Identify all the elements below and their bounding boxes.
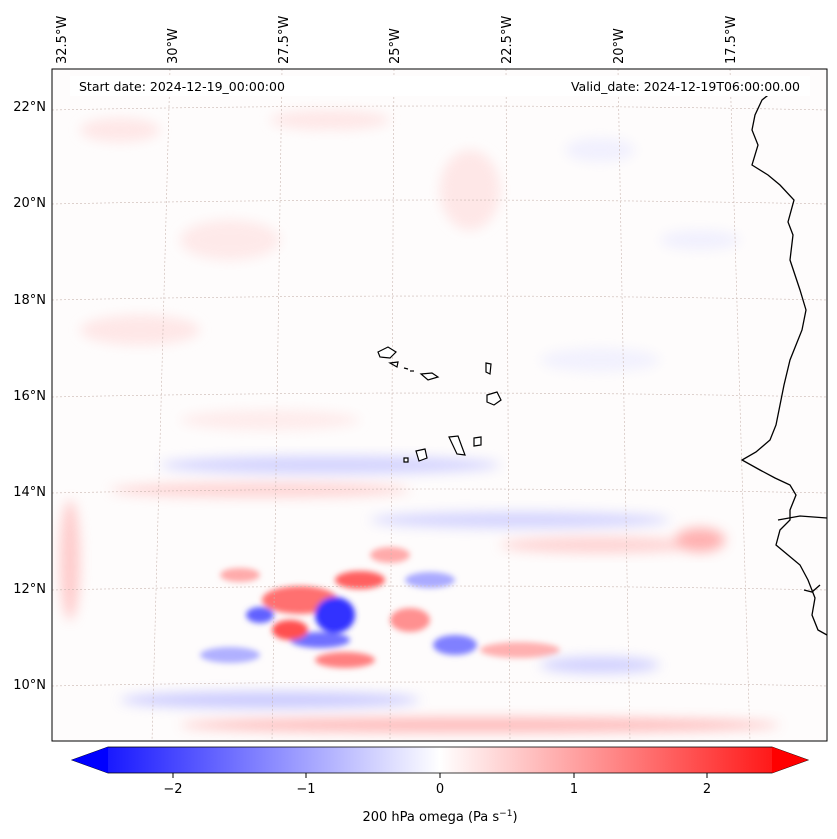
colorbar-label: 200 hPa omega (Pa s−1): [362, 809, 517, 825]
lon-label: 30°W: [166, 28, 181, 64]
colorbar-extend-min: [72, 747, 108, 773]
colorbar-extend-max: [772, 747, 808, 773]
graticule: [52, 69, 827, 741]
latitude-labels: 22°N 20°N 18°N 16°N 14°N 12°N 10°N: [13, 100, 46, 693]
lat-label: 10°N: [13, 678, 46, 693]
colorbar-tick-label: 0: [436, 782, 444, 797]
start-date-label: Start date: 2024-12-19_00:00:00: [79, 79, 285, 94]
lat-label: 22°N: [13, 100, 46, 115]
coastline: [740, 91, 827, 636]
colorbar-tick-label: 2: [703, 782, 711, 797]
colorbar: −2 −1 0 1 2 200 hPa omega (Pa s−1): [70, 746, 810, 825]
header-strip: [70, 76, 810, 96]
colorbar-bar: [70, 746, 810, 774]
lon-label: 20°W: [612, 28, 627, 64]
lat-label: 14°N: [13, 485, 46, 500]
lat-label: 12°N: [13, 582, 46, 597]
lat-label: 20°N: [13, 196, 46, 211]
colorbar-tick-label: −2: [163, 782, 182, 797]
lon-label: 17.5°W: [724, 16, 739, 64]
lon-label: 32.5°W: [55, 16, 70, 64]
lon-label: 27.5°W: [277, 16, 292, 64]
lon-label: 25°W: [388, 28, 403, 64]
lat-label: 16°N: [13, 389, 46, 404]
map-frame: [51, 68, 828, 742]
longitude-labels: 32.5°W 30°W 27.5°W 25°W 22.5°W 20°W 17.5…: [55, 16, 739, 64]
colorbar-tick-label: −1: [296, 782, 315, 797]
cape-verde-islands: [377, 346, 502, 463]
omega-field: Start date: 2024-12-19_00:00:00 Valid_da…: [52, 69, 827, 741]
lon-label: 22.5°W: [500, 16, 515, 64]
lat-label: 18°N: [13, 293, 46, 308]
valid-date-label: Valid_date: 2024-12-19T06:00:00.00: [571, 79, 800, 94]
colorbar-tick-label: 1: [570, 782, 578, 797]
